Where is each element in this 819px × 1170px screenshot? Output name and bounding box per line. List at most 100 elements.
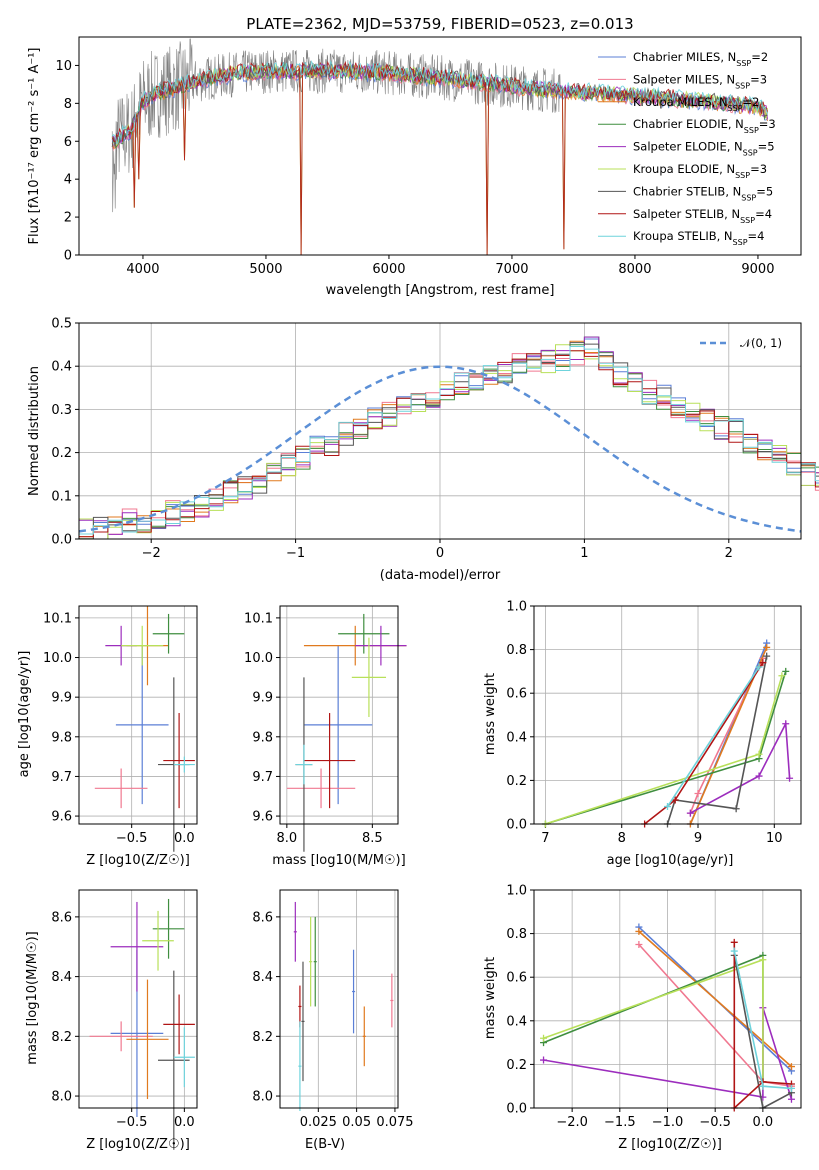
y-tick-label: 9.8	[51, 730, 72, 745]
age-vs-z-xlabel: Z [log10(Z/Z☉)]	[86, 853, 190, 868]
y-tick-label: 0	[64, 249, 72, 264]
weight-vs-age-xlabel: age [log10(age/yr)]	[607, 853, 734, 868]
x-tick-label: −1.0	[652, 1115, 684, 1130]
weight-marker	[730, 947, 738, 955]
weight-marker	[782, 667, 790, 675]
y-tick-label: 10.1	[43, 611, 72, 626]
weight-marker	[759, 659, 767, 667]
y-tick-label: 8.6	[51, 910, 72, 925]
x-tick-label: −1.5	[604, 1115, 636, 1130]
weight-marker	[732, 805, 740, 813]
weight-marker	[730, 938, 738, 946]
y-tick-label: 9.7	[252, 770, 273, 785]
mass-vs-z-xlabel: Z [log10(Z/Z☉)]	[86, 1137, 190, 1152]
x-tick-label: −2	[142, 546, 161, 561]
x-tick-label: 5000	[249, 262, 282, 277]
axes-frame	[78, 605, 198, 825]
histogram-legend: 𝒩(0, 1)	[700, 336, 782, 350]
y-tick-label: 0.1	[51, 489, 72, 504]
y-tick-label: 0.0	[506, 1102, 527, 1117]
legend-label: Chabrier ELODIE, NSSP=3	[633, 117, 776, 135]
axes-frame	[533, 889, 802, 1109]
y-tick-label: 0.8	[506, 927, 527, 942]
x-tick-label: 7000	[495, 262, 528, 277]
age-vs-z-ylabel: age [log10(age/yr)]	[17, 651, 32, 778]
weight-marker	[787, 1084, 795, 1092]
y-tick-label: 0.8	[506, 643, 527, 658]
x-tick-label: −0.5	[699, 1115, 731, 1130]
legend-label: Chabrier MILES, NSSP=2	[633, 50, 768, 68]
y-tick-label: 10.0	[43, 651, 72, 666]
weight-line	[733, 942, 792, 1110]
y-tick-label: 0.4	[51, 360, 72, 375]
weight-marker	[763, 652, 771, 660]
weight-vs-z-xlabel: Z [log10(Z/Z☉)]	[618, 1137, 722, 1152]
y-tick-label: 9.9	[51, 691, 72, 706]
legend-label: Chabrier STELIB, NSSP=5	[633, 184, 773, 202]
y-tick-label: 8	[64, 97, 72, 112]
weight-vs-z-panel: −2.0 −1.5 −1.0 −0.5 0.0 0.0 0.2 0.4 0.6 0.8 1.0	[506, 884, 802, 1130]
x-tick-label: 8000	[618, 262, 651, 277]
x-tick-label: 7	[541, 831, 549, 846]
x-tick-label: 0.0	[753, 1115, 774, 1130]
legend-label: Salpeter ELODIE, NSSP=5	[633, 140, 775, 158]
x-tick-label: −0.5	[116, 831, 148, 846]
y-tick-label: 0.0	[506, 818, 527, 833]
spectrum-legend: Chabrier MILES, NSSP=2 Salpeter MILES, NS…	[598, 50, 776, 247]
weight-marker	[755, 772, 763, 780]
weight-marker	[694, 789, 702, 797]
mass-vs-z-panel: −0.5 0.0 8.0 8.2 8.4 8.6	[51, 889, 198, 1150]
y-tick-label: 0.4	[506, 730, 527, 745]
y-tick-label: 8.0	[252, 1090, 273, 1105]
y-tick-label: 8.4	[252, 970, 273, 985]
weight-vs-age-panel: 7 8 9 10 0.0 0.2 0.4 0.6 0.8 1.0	[506, 600, 802, 846]
y-tick-label: 0.2	[506, 1058, 527, 1073]
axes-frame	[78, 322, 802, 540]
axes-frame	[78, 36, 802, 256]
x-tick-label: 10	[766, 831, 783, 846]
y-tick-label: 9.6	[51, 810, 72, 825]
x-tick-label: −1	[286, 546, 305, 561]
weight-marker	[635, 927, 643, 935]
x-tick-label: 8	[618, 831, 626, 846]
weight-marker	[755, 663, 763, 671]
histogram-ylabel: Normed distribution	[27, 366, 42, 496]
age-vs-z-panel: −0.5 0.0 9.6 9.7 9.8 9.9 10.0 10.1	[43, 605, 198, 852]
histogram-xlabel: (data-model)/error	[380, 568, 501, 583]
y-tick-label: 0.0	[51, 533, 72, 548]
y-tick-label: 9.8	[252, 730, 273, 745]
weight-line	[666, 666, 760, 808]
x-tick-label: 0.05	[342, 1115, 371, 1130]
y-tick-label: 6	[64, 135, 72, 150]
histogram-panel: −2 −1 0 1 2 0.0 0.1 0.2 0.3 0.4 0.5	[51, 317, 819, 561]
mass-vs-z-ylabel: mass [log10(M/M☉)]	[25, 931, 40, 1064]
mass-vs-ebv-panel: 0.025 0.05 0.075 8.0 8.2 8.4 8.6	[252, 889, 414, 1130]
y-tick-label: 10.1	[244, 611, 273, 626]
legend-label: Kroupa STELIB, NSSP=4	[633, 229, 764, 247]
weight-line	[666, 655, 768, 825]
y-tick-label: 2	[64, 211, 72, 226]
x-tick-label: 8.5	[362, 831, 383, 846]
x-tick-label: 0	[436, 546, 444, 561]
legend-label: Kroupa ELODIE, NSSP=3	[633, 162, 767, 180]
y-tick-label: 1.0	[506, 884, 527, 899]
weight-marker	[787, 1063, 795, 1071]
weight-marker	[664, 803, 671, 811]
y-tick-label: 0.6	[506, 971, 527, 986]
weight-marker	[671, 796, 679, 804]
weight-line	[545, 671, 787, 825]
axes-frame	[279, 889, 399, 1109]
y-tick-label: 9.9	[252, 691, 273, 706]
x-tick-label: 0.0	[174, 1115, 195, 1130]
weight-marker	[755, 750, 763, 758]
weight-marker	[782, 720, 790, 728]
y-tick-label: 8.6	[252, 910, 273, 925]
spectrum-ylabel: Flux [fλ10⁻¹⁷ erg cm⁻² s⁻¹ A⁻¹]	[27, 48, 42, 245]
y-tick-label: 9.6	[252, 810, 273, 825]
weight-line	[638, 930, 793, 1068]
y-tick-label: 0.4	[506, 1014, 527, 1029]
y-tick-label: 9.7	[51, 770, 72, 785]
y-tick-label: 0.6	[506, 687, 527, 702]
legend-label: Salpeter STELIB, NSSP=4	[633, 207, 772, 225]
weight-marker	[786, 774, 794, 782]
